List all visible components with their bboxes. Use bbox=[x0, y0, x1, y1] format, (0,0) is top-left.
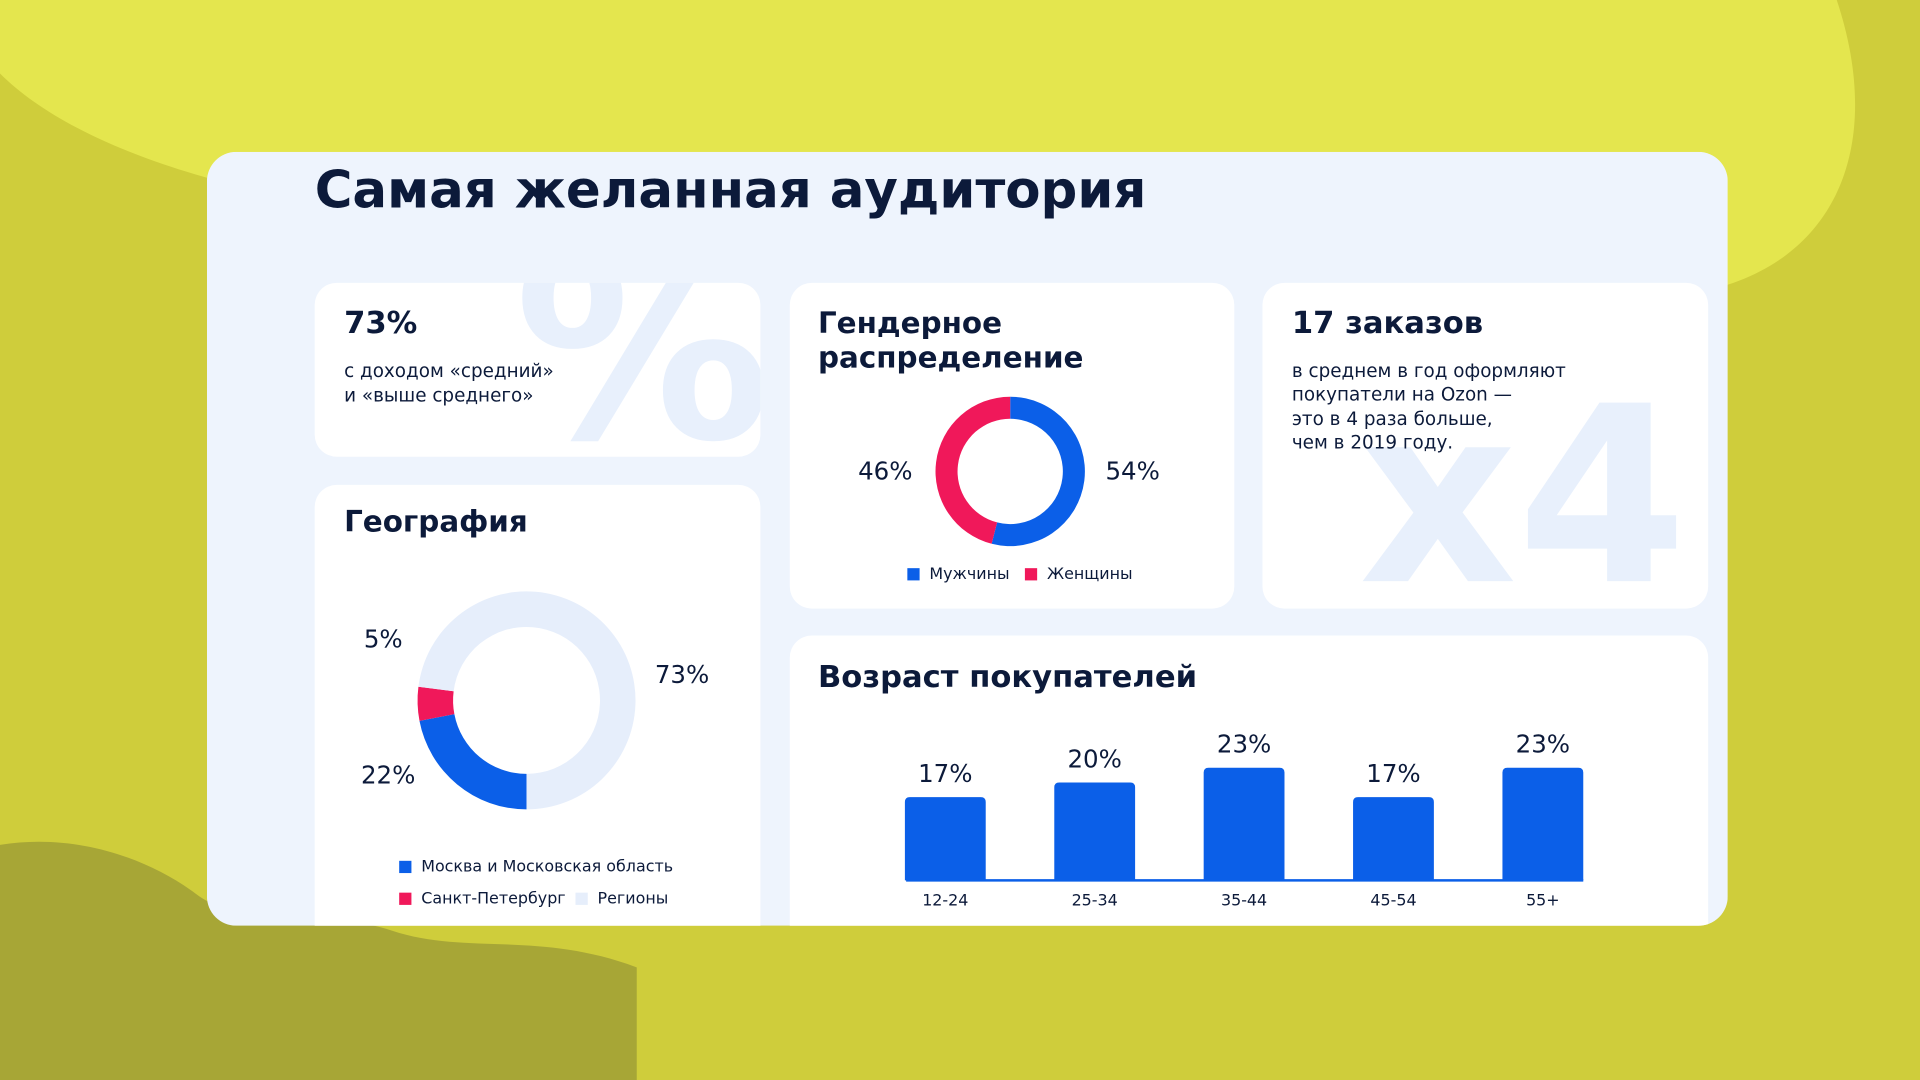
card-heading: 73% bbox=[344, 306, 417, 341]
donut-segment bbox=[418, 591, 636, 810]
watermark: % bbox=[514, 199, 772, 499]
background-graffiti bbox=[0, 841, 637, 1080]
value-label: 54% bbox=[1105, 457, 1159, 486]
card-text: это в 4 раза больше, bbox=[1292, 409, 1493, 430]
value-label: 5% bbox=[364, 624, 403, 653]
value-label: 23% bbox=[1217, 730, 1271, 759]
watermark: x4 bbox=[1359, 354, 1687, 639]
legend-label: Москва и Московская область bbox=[421, 856, 673, 875]
legend-label: Регионы bbox=[598, 888, 669, 907]
value-label: 23% bbox=[1516, 730, 1570, 759]
legend-label: Мужчины bbox=[929, 564, 1009, 583]
donut-segment bbox=[935, 396, 1011, 544]
x-tick-label: 35-44 bbox=[1221, 891, 1267, 910]
value-label: 73% bbox=[655, 660, 709, 689]
card-text: чем в 2019 году. bbox=[1292, 432, 1453, 453]
chart-title: Возраст покупателей bbox=[818, 660, 1197, 695]
x-tick-label: 55+ bbox=[1526, 891, 1560, 910]
card-text: с доходом «средний» bbox=[344, 361, 554, 382]
x-tick-label: 25-34 bbox=[1072, 891, 1118, 910]
donut-segment bbox=[419, 714, 527, 810]
bar bbox=[1353, 797, 1434, 881]
legend-swatch bbox=[575, 892, 588, 905]
charts: География 22% 5% 73% Москва и Московская обл… bbox=[344, 306, 1584, 910]
legend-label: Женщины bbox=[1047, 564, 1133, 583]
x-tick-label: 45-54 bbox=[1370, 891, 1416, 910]
value-label: 46% bbox=[858, 457, 912, 486]
slide-title: Самая желанная аудитория bbox=[315, 160, 1147, 220]
chart-title-box: География bbox=[344, 504, 528, 539]
card-text: и «выше среднего» bbox=[344, 386, 533, 407]
x-tick-label: 12-24 bbox=[922, 891, 968, 910]
bar bbox=[1203, 767, 1285, 881]
bar bbox=[1502, 767, 1584, 881]
legend-swatch bbox=[399, 892, 412, 905]
value-label: 17% bbox=[1366, 759, 1420, 788]
value-label: 22% bbox=[361, 760, 415, 789]
chart-title: География bbox=[344, 504, 528, 539]
card-text: покупатели на Ozon — bbox=[1292, 385, 1512, 406]
card bbox=[314, 282, 761, 457]
card bbox=[1262, 282, 1709, 609]
legend-swatch bbox=[907, 568, 920, 581]
panel: Самая желанная аудитория % 73% с доходом… bbox=[206, 151, 1728, 926]
card bbox=[789, 282, 1235, 609]
card-text: в среднем в год оформляют bbox=[1292, 361, 1566, 382]
card bbox=[314, 484, 761, 926]
value-label: 20% bbox=[1067, 744, 1121, 773]
card-heading: 17 заказов bbox=[1292, 306, 1483, 341]
value-label: 17% bbox=[918, 759, 972, 788]
chart-title: Гендерное распределение bbox=[817, 306, 1084, 375]
legend-label: Санкт-Петербург bbox=[421, 888, 565, 907]
donut-segment bbox=[417, 686, 455, 721]
chart-title-box: Гендерное распределение bbox=[817, 306, 1084, 375]
legend-swatch bbox=[1024, 568, 1038, 581]
donut-segment bbox=[991, 396, 1085, 547]
legend-swatch bbox=[399, 860, 412, 874]
bar bbox=[1054, 782, 1136, 881]
bar bbox=[904, 797, 986, 881]
